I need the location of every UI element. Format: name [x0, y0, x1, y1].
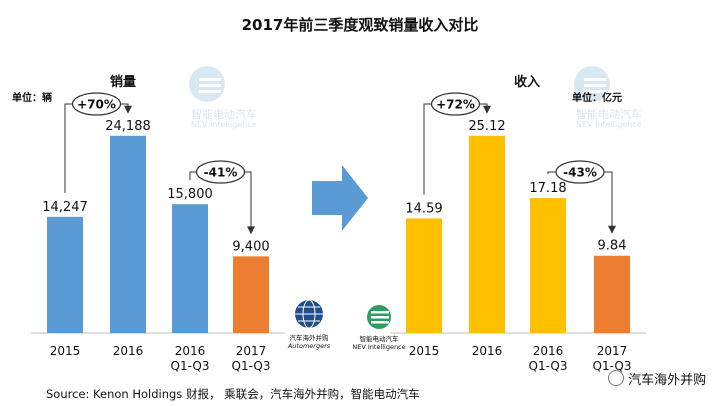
watermark-right: 智能电动汽车 NEV Intelligence [570, 62, 690, 129]
nev-intelligence-logo: 智能电动汽车 NEV Intelligence [345, 303, 413, 351]
globe-logo-icon [295, 299, 323, 329]
chart-title: 2017年前三季度观致销量收入对比 [241, 16, 479, 34]
x-tick-label: 2017 [236, 344, 267, 358]
bar [47, 216, 83, 333]
x-tick-label: 2016 [533, 344, 564, 358]
data-label: 24,188 [105, 119, 151, 134]
bar [406, 218, 442, 333]
x-tick-label: Q1-Q3 [593, 359, 632, 373]
right-chart-name: 收入 [514, 75, 541, 90]
x-tick-label: Q1-Q3 [171, 359, 210, 373]
data-label: 9,400 [232, 239, 269, 254]
bar [110, 135, 146, 333]
nev-logo-cn: 智能电动汽车 [359, 335, 399, 343]
growth-badge [71, 92, 122, 116]
watermark-text: 智能电动汽车 [191, 108, 257, 121]
growth-arrowhead [124, 105, 132, 114]
left-unit-label: 单位：辆 [12, 93, 52, 104]
growth-label: +70% [77, 98, 116, 112]
automergers-logo-cn: 汽车海外并购 [289, 334, 329, 342]
data-label: 15,800 [167, 187, 213, 202]
right-arrow-icon [312, 165, 368, 231]
x-tick-label: 2016 [175, 344, 206, 358]
x-tick-label: 2016 [472, 344, 503, 358]
watermark-left: 智能电动汽车 NEV Intelligence [185, 62, 305, 129]
watermark-subtext: NEV Intelligence [576, 120, 642, 129]
growth-arrowhead [608, 225, 616, 234]
bar [233, 256, 269, 333]
source-note: Source: Kenon Holdings 财报， 乘联会，汽车海外并购，智能… [46, 387, 420, 401]
left-chart-name: 销量 [110, 75, 137, 90]
growth-connector [604, 171, 613, 232]
watermark-logo-icon [189, 66, 225, 102]
growth-badge [195, 160, 246, 184]
data-label: 9.84 [598, 239, 627, 254]
growth-label: -43% [563, 166, 597, 180]
bar [530, 198, 566, 333]
bar [594, 255, 630, 333]
growth-connector [189, 171, 197, 181]
automergers-logo-en: Automergers [287, 342, 331, 350]
growth-label: +72% [436, 98, 475, 112]
growth-connector [244, 171, 252, 233]
x-tick-label: Q1-Q3 [529, 359, 568, 373]
automergers-logo: 汽车海外并购 Automergers [280, 298, 338, 350]
data-label: 17.18 [529, 181, 566, 196]
bar [469, 135, 505, 333]
x-tick-label: 2015 [50, 344, 81, 358]
growth-connector [547, 171, 556, 175]
x-tick-label: 2015 [409, 344, 440, 358]
growth-badge [430, 92, 481, 116]
watermark-logo-icon [574, 66, 610, 102]
x-tick-label: 2017 [597, 344, 628, 358]
right-unit-label: 单位：亿元 [572, 93, 622, 104]
data-label: 14,247 [42, 200, 88, 215]
x-tick-label: 2016 [113, 344, 144, 358]
corner-watermark-text: 汽车海外并购 [628, 373, 707, 388]
watermark-text: 智能电动汽车 [576, 108, 642, 121]
growth-connector [423, 103, 432, 195]
data-label: 14.59 [405, 201, 442, 216]
nev-logo-icon [367, 305, 391, 329]
bar [172, 204, 208, 333]
growth-connector [64, 103, 73, 193]
data-label: 25.12 [468, 119, 505, 134]
x-tick-label: Q1-Q3 [232, 359, 271, 373]
nev-logo-en: NEV Intelligence [352, 343, 406, 351]
growth-arrowhead [483, 105, 491, 114]
wechat-icon [608, 370, 624, 386]
watermark-subtext: NEV Intelligence [191, 120, 257, 129]
growth-badge [555, 160, 605, 184]
corner-watermark: 汽车海外并购 [608, 369, 706, 388]
growth-label: -41% [204, 166, 238, 180]
growth-arrowhead [247, 226, 255, 235]
